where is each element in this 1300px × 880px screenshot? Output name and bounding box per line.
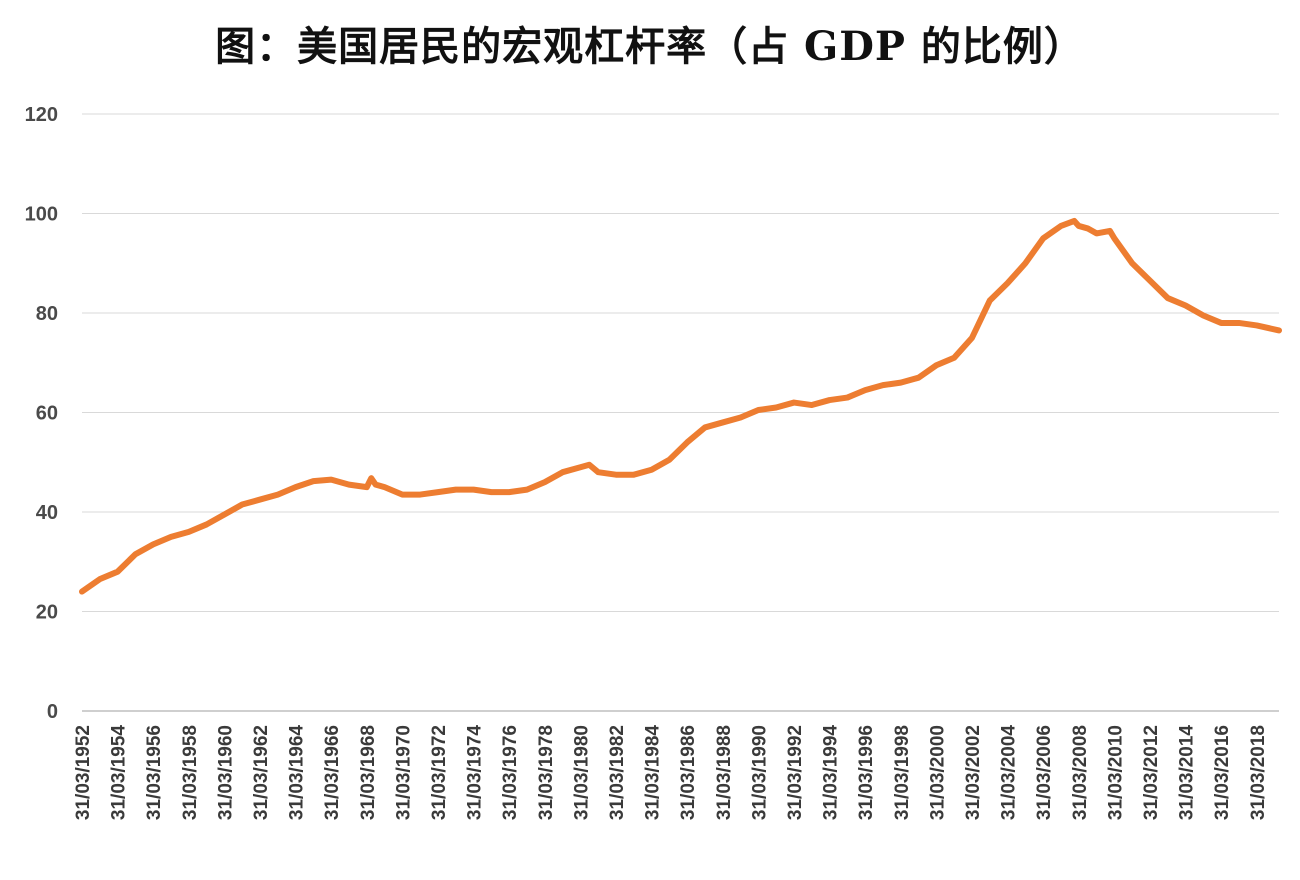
x-tick-label: 31/03/1958: [180, 725, 201, 820]
x-tick-label: 31/03/1978: [536, 725, 557, 820]
x-tick-label: 31/03/2018: [1248, 725, 1269, 820]
series-line-0: [79, 217, 1282, 595]
x-tick-label: 31/03/1970: [393, 725, 414, 820]
x-tick-label: 31/03/1962: [251, 725, 272, 820]
x-tick-label: 31/03/1964: [287, 725, 308, 821]
x-tick-label: 31/03/2000: [927, 725, 948, 820]
x-tick-label: 31/03/1996: [856, 725, 877, 820]
x-tick-label: 31/03/1980: [571, 725, 592, 820]
x-tick-label: 31/03/2016: [1212, 725, 1233, 820]
x-tick-label: 31/03/2012: [1141, 725, 1162, 820]
x-tick-label: 31/03/1994: [821, 725, 842, 821]
y-axis-ticks: 0 20 40 60 80 100 120: [25, 104, 58, 723]
x-tick-label: 31/03/2004: [999, 725, 1020, 821]
y-tick-label: 20: [36, 602, 58, 624]
x-tick-label: 31/03/1988: [714, 725, 735, 820]
x-tick-label: 31/03/1986: [678, 725, 699, 820]
x-tick-label: 31/03/2006: [1034, 725, 1055, 820]
x-tick-label: 31/03/1954: [109, 725, 130, 821]
x-tick-label: 31/03/1956: [144, 725, 165, 820]
x-tick-label: 31/03/1984: [643, 725, 664, 821]
gridlines: [82, 113, 1279, 712]
chart-title: 图：美国居民的宏观杠杆率（占 GDP 的比例）: [215, 23, 1085, 70]
x-tick-label: 31/03/1960: [215, 725, 236, 820]
x-tick-label: 31/03/2002: [963, 725, 984, 820]
y-tick-label: 60: [36, 403, 58, 425]
series-group: [79, 217, 1282, 595]
y-tick-label: 100: [25, 204, 58, 226]
y-tick-label: 120: [25, 104, 58, 126]
x-tick-label: 31/03/1974: [465, 725, 486, 821]
x-tick-label: 31/03/1976: [500, 725, 521, 820]
x-tick-label: 31/03/2008: [1070, 725, 1091, 820]
x-tick-label: 31/03/1998: [892, 725, 913, 820]
x-tick-label: 31/03/1952: [73, 725, 94, 820]
y-tick-label: 0: [47, 701, 58, 723]
y-tick-label: 40: [36, 502, 58, 524]
x-tick-label: 31/03/2010: [1105, 725, 1126, 820]
x-tick-label: 31/03/1992: [785, 725, 806, 820]
x-tick-label: 31/03/1972: [429, 725, 450, 820]
x-tick-label: 31/03/1982: [607, 725, 628, 820]
x-tick-label: 31/03/1990: [749, 725, 770, 820]
x-tick-label: 31/03/1966: [322, 725, 343, 820]
x-tick-label: 31/03/1968: [358, 725, 379, 820]
y-tick-label: 80: [36, 303, 58, 325]
x-axis-ticks: 31/03/1952 31/03/1954 31/03/1956 31/03/1958…: [73, 725, 1269, 821]
x-tick-label: 31/03/2014: [1177, 725, 1198, 821]
